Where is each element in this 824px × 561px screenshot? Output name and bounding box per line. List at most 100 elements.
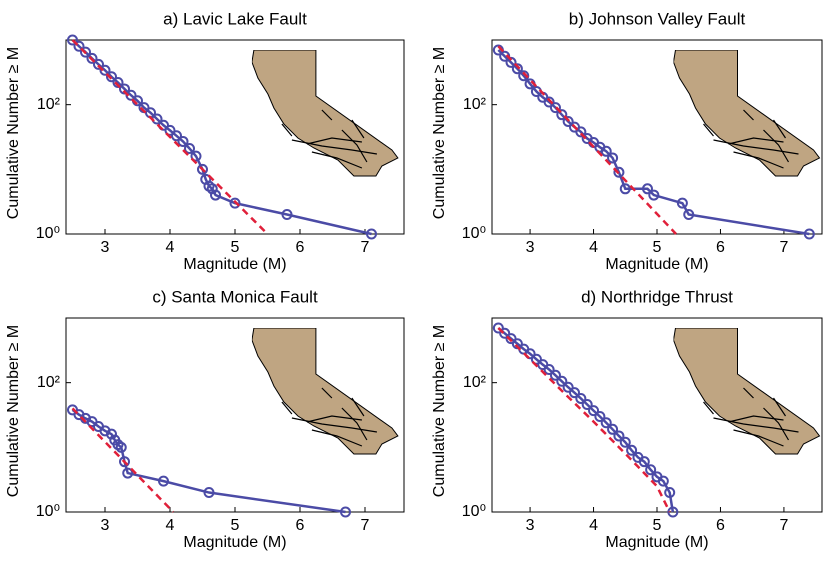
- x-tick-label: 6: [296, 239, 305, 256]
- data-point: [676, 197, 688, 209]
- y-tick-label: 10²: [37, 96, 61, 113]
- x-tick-label: 6: [716, 517, 725, 534]
- data-point: [683, 209, 695, 221]
- data-point: [569, 387, 580, 399]
- data-point: [499, 327, 511, 339]
- data-point: [803, 228, 815, 240]
- data-point: [366, 228, 377, 240]
- data-point: [549, 102, 561, 114]
- data-point: [626, 444, 638, 456]
- chart-title: d) Northridge Thrust: [581, 287, 733, 306]
- y-axis-label: Cumulative Number ≥ M: [5, 47, 22, 219]
- data-point: [664, 487, 676, 499]
- x-axis-label: Magnitude (M): [183, 256, 286, 273]
- x-tick-label: 4: [166, 239, 175, 256]
- data-point: [119, 456, 130, 468]
- y-tick-label: 10²: [463, 374, 487, 391]
- x-tick-label: 7: [779, 517, 788, 534]
- data-point: [645, 464, 657, 476]
- data-point: [86, 52, 98, 64]
- data-point: [184, 142, 195, 154]
- data-point: [588, 405, 600, 417]
- y-axis-label: Cumulative Number ≥ M: [5, 325, 22, 497]
- y-tick-label: 10²: [463, 96, 487, 113]
- data-point: [543, 363, 555, 375]
- data-point: [641, 183, 653, 195]
- data-point: [543, 96, 555, 108]
- x-axis-label: Magnitude (M): [183, 534, 286, 551]
- data-point: [619, 436, 631, 448]
- x-tick-label: 3: [101, 517, 110, 534]
- data-point: [607, 423, 619, 435]
- data-point: [99, 64, 111, 76]
- data-point: [594, 410, 606, 422]
- x-tick-label: 6: [296, 517, 305, 534]
- x-tick-label: 5: [653, 517, 662, 534]
- x-tick-label: 3: [526, 239, 535, 256]
- panel: 3 4 5 6 7 10⁰ 10² b) Johnson Valley Fault Magnit…: [431, 9, 823, 273]
- data-point: [648, 189, 660, 201]
- x-tick-label: 7: [779, 239, 788, 256]
- data-point: [281, 209, 293, 221]
- y-tick-label: 10⁰: [462, 225, 486, 242]
- data-point: [575, 126, 587, 138]
- x-tick-label: 7: [361, 517, 370, 534]
- data-point: [549, 369, 561, 381]
- panel: 3 4 5 6 7 10⁰ 10² a) Lavic Lake Fault Magnitude …: [5, 9, 405, 273]
- x-tick-label: 5: [653, 239, 662, 256]
- x-tick-label: 6: [716, 239, 725, 256]
- data-point: [340, 506, 351, 518]
- data-point: [203, 487, 215, 499]
- data-point: [164, 124, 176, 136]
- chart-title: c) Santa Monica Fault: [152, 287, 318, 306]
- data-point: [607, 152, 619, 164]
- series-line: [71, 39, 269, 235]
- data-point: [556, 375, 568, 387]
- data-point: [122, 467, 134, 479]
- data-point: [67, 34, 78, 46]
- chart-title: b) Johnson Valley Fault: [569, 9, 746, 28]
- data-point: [171, 130, 182, 142]
- data-point: [581, 398, 593, 410]
- y-tick-label: 10²: [37, 374, 61, 391]
- data-point: [93, 58, 104, 70]
- x-tick-label: 4: [166, 517, 175, 534]
- data-point: [600, 145, 612, 157]
- data-point: [229, 197, 241, 209]
- data-point: [73, 40, 85, 52]
- data-point: [562, 381, 574, 393]
- y-tick-label: 10⁰: [36, 225, 60, 242]
- data-point: [613, 166, 625, 178]
- y-tick-label: 10⁰: [462, 503, 486, 520]
- series-line: [71, 407, 175, 513]
- x-tick-label: 3: [101, 239, 110, 256]
- data-point: [210, 189, 221, 201]
- data-point: [177, 135, 189, 147]
- data-point: [600, 417, 612, 429]
- panel: 3 4 5 6 7 10⁰ 10² d) Northridge Thrust Magnitude…: [431, 287, 823, 551]
- data-point: [562, 115, 574, 127]
- x-tick-label: 4: [589, 239, 598, 256]
- data-point: [106, 71, 117, 83]
- x-tick-label: 5: [231, 517, 240, 534]
- data-point: [158, 475, 169, 487]
- data-point: [518, 70, 530, 82]
- x-tick-label: 3: [526, 517, 535, 534]
- y-axis-label: Cumulative Number ≥ M: [431, 47, 448, 219]
- data-point: [530, 353, 542, 365]
- y-tick-label: 10⁰: [36, 503, 60, 520]
- x-tick-label: 4: [589, 517, 598, 534]
- x-axis-label: Magnitude (M): [605, 256, 708, 273]
- series-line: [497, 327, 671, 513]
- data-point: [638, 456, 650, 468]
- y-axis-label: Cumulative Number ≥ M: [431, 325, 448, 497]
- data-point: [115, 441, 127, 453]
- data-point: [511, 63, 523, 75]
- data-point: [106, 428, 117, 440]
- panel: 3 4 5 6 7 10⁰ 10² c) Santa Monica Fault Magnitud…: [5, 287, 405, 551]
- chart-title: a) Lavic Lake Fault: [163, 9, 307, 28]
- data-point: [80, 46, 91, 58]
- data-point: [197, 163, 208, 175]
- data-point: [575, 392, 587, 404]
